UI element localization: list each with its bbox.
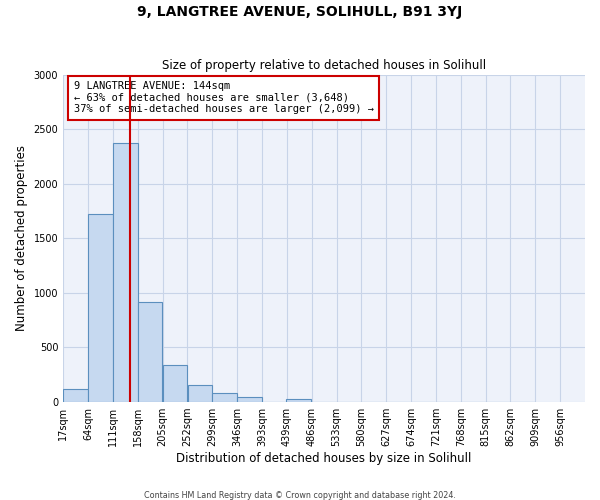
Bar [113,144,137,402]
X-axis label: Distribution of detached houses by size in Solihull: Distribution of detached houses by size … [176,452,472,465]
Y-axis label: Number of detached properties: Number of detached properties [15,146,28,332]
Bar [212,393,237,402]
Bar [237,396,262,402]
Bar [63,389,88,402]
Bar [188,385,212,402]
Bar [138,302,163,402]
Bar [163,365,187,402]
Text: Contains HM Land Registry data © Crown copyright and database right 2024.: Contains HM Land Registry data © Crown c… [144,490,456,500]
Bar [286,399,311,402]
Title: Size of property relative to detached houses in Solihull: Size of property relative to detached ho… [162,59,486,72]
Text: 9 LANGTREE AVENUE: 144sqm
← 63% of detached houses are smaller (3,648)
37% of se: 9 LANGTREE AVENUE: 144sqm ← 63% of detac… [74,81,374,114]
Bar [88,214,113,402]
Text: 9, LANGTREE AVENUE, SOLIHULL, B91 3YJ: 9, LANGTREE AVENUE, SOLIHULL, B91 3YJ [137,5,463,19]
